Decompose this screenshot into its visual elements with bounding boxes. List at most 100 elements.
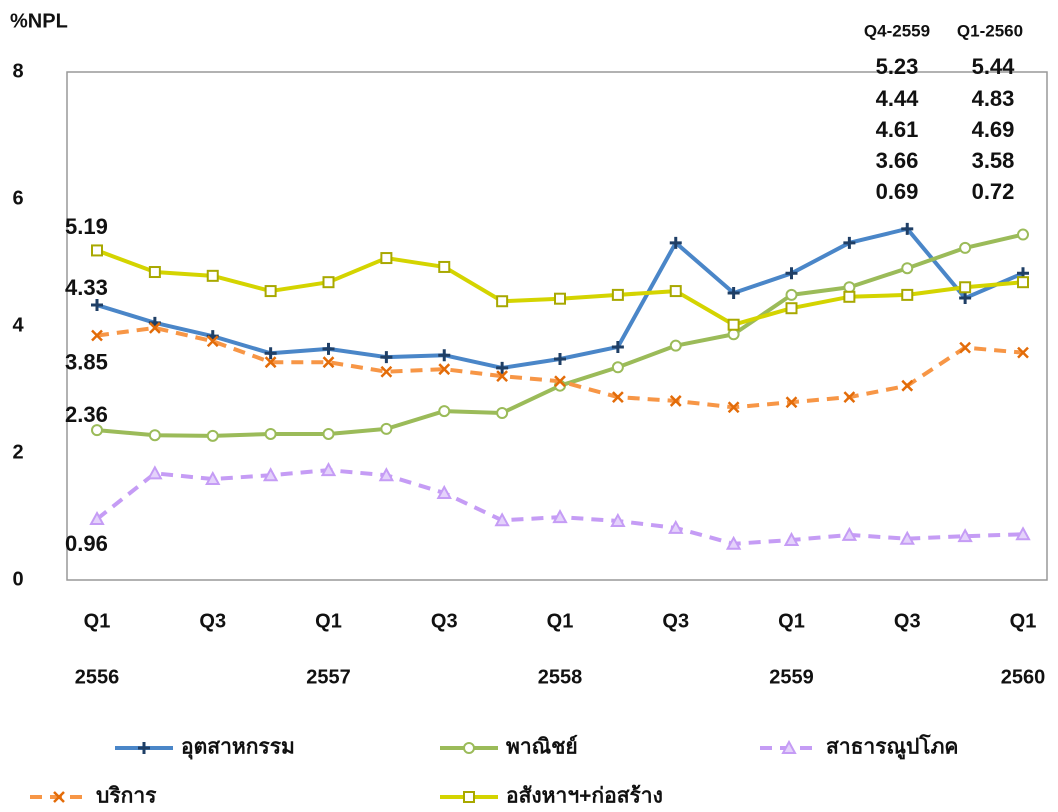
marker [959,292,972,305]
marker [959,241,972,254]
marker [1015,526,1031,541]
marker [494,512,510,527]
marker [783,531,800,546]
marker [611,391,624,404]
legend-label: สาธารณูปโภค [826,734,958,761]
marker [438,363,451,376]
marker [436,484,452,500]
data-label: 5.19 [65,214,108,239]
legend-label: บริการ [96,785,157,808]
marker [727,328,740,341]
marker [554,353,566,366]
marker [668,519,684,534]
marker [322,276,335,289]
x-group-label: 2560 [1001,666,1046,688]
y-tick-label: 6 [12,187,23,209]
legend-item: อสังหาฯ+ก่อสร้าง [440,784,663,808]
marker [785,267,798,280]
marker [496,370,509,383]
marker [611,340,624,353]
y-tick-label: 8 [12,60,23,82]
marker [669,395,682,407]
marker [843,281,856,294]
marker [91,299,103,312]
marker [785,396,798,409]
marker [496,295,509,308]
marker [843,290,856,303]
data-label: 2.36 [65,402,108,427]
legend-item: พาณิชย์ [440,735,578,759]
legend-label: อุตสาหกรรม [181,736,295,761]
x-group-label: 2558 [538,666,583,688]
series-line [95,468,1024,546]
marker [901,262,914,275]
marker [322,427,335,440]
marker [669,339,682,352]
marker [264,347,277,360]
marker [669,285,682,298]
marker [91,244,103,257]
marker [378,467,395,482]
marker [610,512,626,527]
marker [322,342,335,355]
y-tick-label: 2 [12,441,23,463]
marker [1017,276,1029,289]
marker [320,462,337,477]
marker [264,427,277,440]
marker [463,742,475,754]
marker [147,465,163,480]
marker [727,318,740,331]
marker [496,406,509,419]
marker [611,361,624,374]
marker [725,535,742,550]
y-axis-label: %NPL [10,10,68,32]
data-label: 4.33 [65,275,108,300]
x-tick-label: Q3 [199,610,226,632]
data-label: 3.58 [972,148,1015,173]
marker [91,329,103,342]
x-tick-label: Q3 [662,610,689,632]
marker [206,429,219,442]
marker [901,288,914,301]
marker [669,236,682,249]
marker [785,302,798,315]
marker [262,467,279,482]
data-label: 4.44 [876,86,920,111]
marker [264,285,277,298]
y-tick-label: 0 [12,568,23,590]
marker [1017,346,1029,359]
marker [206,335,219,348]
data-label: 4.61 [876,117,919,142]
data-label: 0.96 [65,531,108,556]
marker [322,356,335,369]
marker [841,526,858,541]
marker [206,269,219,282]
marker [959,341,972,354]
data-label: 0.69 [876,179,919,204]
x-group-label: 2557 [306,666,351,688]
marker [91,424,103,437]
series-line [96,248,1024,327]
x-tick-label: Q1 [778,610,805,632]
marker [148,322,161,334]
legend-label: พาณิชย์ [506,735,578,759]
data-label: 3.66 [876,148,919,173]
marker [463,791,475,803]
marker [552,509,568,524]
marker [843,391,856,404]
marker [1017,228,1029,241]
marker [554,375,566,388]
x-tick-label: Q1 [315,610,342,632]
marker [959,281,972,294]
x-tick-label: Q1 [1010,610,1037,632]
marker [785,288,798,301]
marker [781,739,797,754]
marker [438,405,451,418]
marker [380,252,393,265]
y-tick-label: 4 [12,314,24,336]
marker [611,288,624,301]
x-tick-label: Q1 [84,610,111,632]
marker [438,349,451,362]
x-group-label: 2559 [769,666,814,688]
